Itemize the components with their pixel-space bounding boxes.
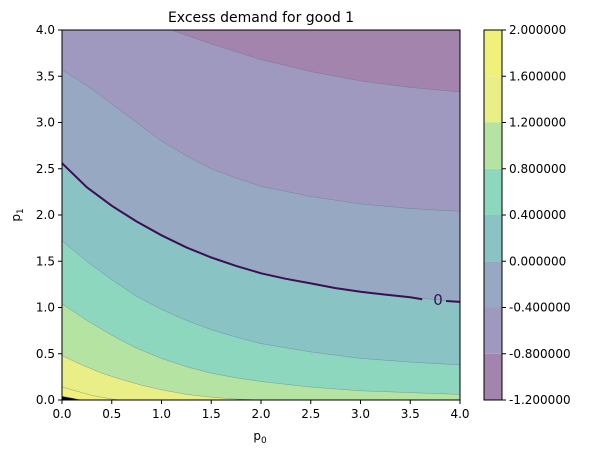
contour-line-5 [62,303,460,395]
colorbar-tick-label: 1.200000 [509,116,566,130]
colorbar-tick-label: -1.200000 [509,393,571,407]
x-axis-label: p0 [253,429,267,446]
plot-area: 0 0.0 0.5 1.0 1.5 2.0 2.5 3.0 3.5 4.0 0.0 0.5 1.0 1… [36,23,470,421]
colorbar: 2.000000 1.600000 1.200000 0.800000 0.400000… [483,23,571,407]
x-tick-label: 4.0 [450,407,469,421]
zero-contour-tail [446,300,461,303]
y-tick-label: 2.5 [36,162,55,176]
contour-line-1 [171,30,460,93]
contour-bands [62,30,460,400]
colorbar-band [484,353,502,400]
zero-contour-line [61,162,423,301]
contour-band-5 [62,303,460,400]
y-axis-ticks: 0.0 0.5 1.0 1.5 2.0 2.5 3.0 3.5 4.0 [36,23,62,407]
y-axis-label: p1 [9,208,26,221]
colorbar-band [484,122,502,169]
colorbar-tick-label: 0.000000 [509,254,566,268]
chart-title: Excess demand for good 1 [168,10,354,26]
y-tick-label: 2.0 [36,208,55,222]
y-tick-label: 0.5 [36,347,55,361]
colorbar-tick-label: -0.800000 [509,347,571,361]
x-tick-label: 1.5 [202,407,221,421]
x-tick-label: 3.5 [401,407,420,421]
x-tick-label: 3.0 [351,407,370,421]
x-tick-label: 0.5 [102,407,121,421]
zero-contour-label: 0 [433,291,443,309]
y-tick-label: 4.0 [36,23,55,37]
colorbar-band [484,168,502,215]
contour-band-7 [62,387,122,400]
colorbar-band [484,307,502,354]
contour-line-8 [62,396,82,400]
colorbar-tick-label: -0.400000 [509,301,571,315]
x-tick-label: 0.0 [52,407,71,421]
y-tick-label: 0.0 [36,393,55,407]
contour-line-6 [62,355,262,400]
y-tick-label: 3.5 [36,69,55,83]
y-tick-label: 1.0 [36,301,55,315]
y-tick-label: 3.0 [36,116,55,130]
colorbar-tick-label: 0.400000 [509,208,566,222]
colorbar-band [484,261,502,308]
colorbar-tick-label: 0.800000 [509,162,566,176]
colorbar-tick-label: 1.600000 [509,69,566,83]
colorbar-tick-label: 2.000000 [509,23,566,37]
y-tick-label: 1.5 [36,254,55,268]
x-axis-ticks: 0.0 0.5 1.0 1.5 2.0 2.5 3.0 3.5 4.0 [52,400,470,421]
x-tick-label: 2.0 [251,407,270,421]
contour-line-2 [62,69,460,212]
x-tick-label: 1.0 [152,407,171,421]
x-tick-label: 2.5 [301,407,320,421]
colorbar-band [484,30,502,77]
contour-line-4 [62,240,460,366]
colorbar-band [484,215,502,262]
contour-band-6 [62,355,261,400]
colorbar-band [484,76,502,123]
contour-line-7 [62,386,122,400]
